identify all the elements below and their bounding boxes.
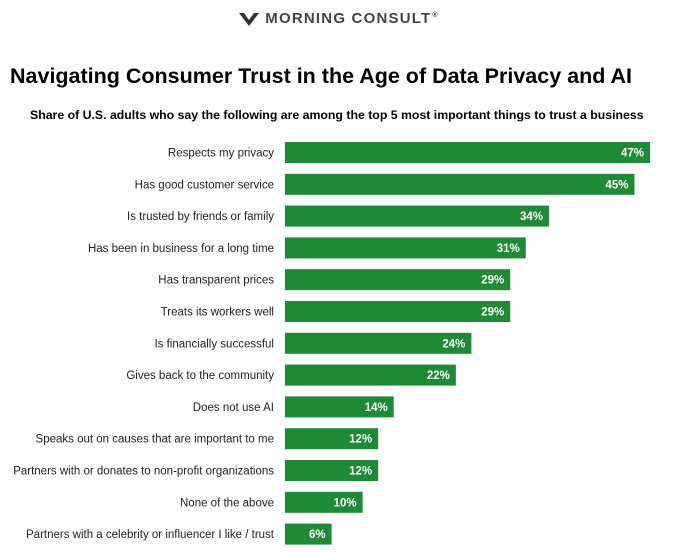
- category-label: Is trusted by friends or family: [127, 211, 274, 223]
- chart-subtitle: Share of U.S. adults who say the followi…: [30, 108, 644, 122]
- category-label: Has good customer service: [135, 179, 274, 191]
- category-label: Partners with a celebrity or influencer …: [26, 529, 275, 541]
- value-label: 45%: [605, 179, 628, 191]
- category-label: None of the above: [180, 497, 274, 509]
- category-label: Does not use AI: [193, 402, 274, 414]
- value-label: 6%: [309, 529, 326, 541]
- value-label: 12%: [349, 466, 372, 478]
- bar: [285, 269, 511, 291]
- bar: [285, 491, 363, 513]
- category-label: Has transparent prices: [158, 275, 274, 287]
- bar: [285, 332, 472, 354]
- bar: [285, 364, 456, 386]
- bar-chart: Respects my privacy 47% Has good customer …: [13, 142, 650, 545]
- category-label: Partners with or donates to non-profit o…: [13, 466, 274, 478]
- bar: [285, 523, 332, 545]
- value-label: 24%: [442, 338, 465, 350]
- value-label: 34%: [520, 211, 543, 223]
- category-label: Has been in business for a long time: [88, 243, 274, 255]
- value-label: 10%: [334, 497, 357, 509]
- category-label: Respects my privacy: [168, 148, 274, 160]
- value-label: 47%: [621, 148, 644, 160]
- bar: [285, 237, 526, 259]
- value-label: 14%: [365, 402, 388, 414]
- value-label: 29%: [481, 275, 504, 287]
- brand-header: MORNING CONSULT®: [0, 10, 678, 27]
- value-label: 12%: [349, 434, 372, 446]
- bar: [285, 396, 394, 418]
- bar: [285, 428, 379, 450]
- bar: [285, 460, 379, 481]
- value-label: 31%: [497, 243, 520, 255]
- bar: [285, 301, 511, 322]
- category-label: Speaks out on causes that are important …: [36, 434, 274, 446]
- bar: [285, 173, 635, 195]
- value-label: 29%: [481, 307, 504, 319]
- brand-name: MORNING CONSULT®: [265, 10, 439, 27]
- bar: [285, 142, 650, 163]
- chart-title: Navigating Consumer Trust in the Age of …: [10, 64, 633, 88]
- category-label: Treats its workers well: [161, 307, 274, 319]
- value-label: 22%: [427, 370, 450, 382]
- category-label: Gives back to the community: [126, 370, 274, 382]
- morning-consult-logo-icon: [239, 12, 260, 26]
- bar: [285, 205, 550, 227]
- category-label: Is financially successful: [154, 338, 274, 350]
